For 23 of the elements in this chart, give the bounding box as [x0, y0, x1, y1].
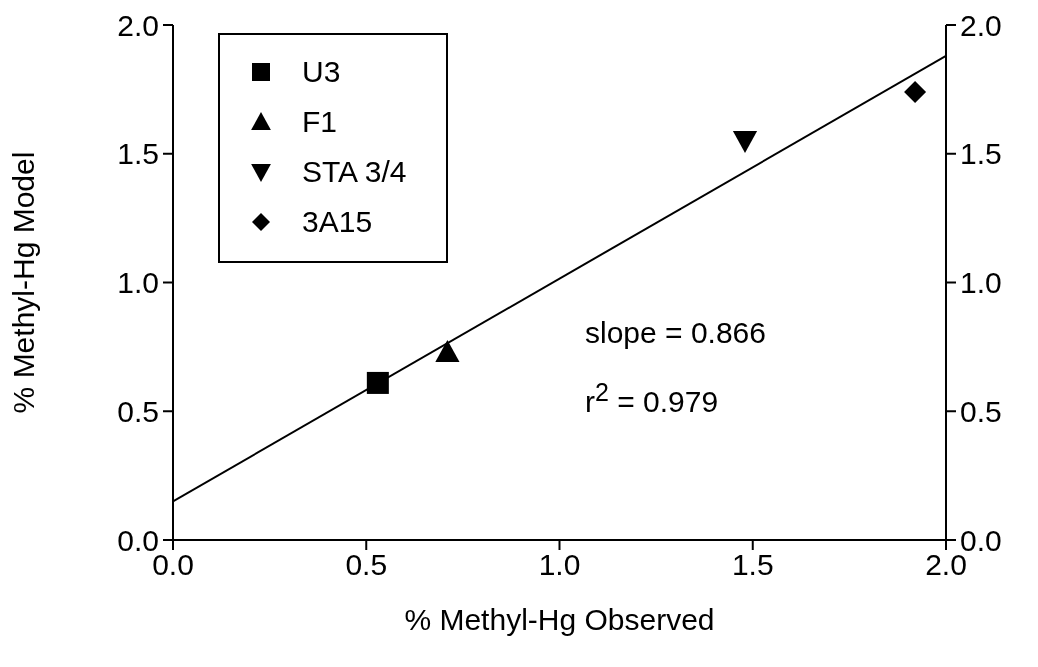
y2-tick-label: 1.0	[960, 266, 1002, 300]
y2-tick-label: 1.5	[960, 137, 1002, 171]
legend-label: U3	[302, 55, 341, 89]
y2-tick-label: 2.0	[960, 8, 1002, 42]
x-tick-label: 0.5	[345, 548, 388, 582]
annotation: slope = 0.866	[585, 316, 766, 350]
y-axis-title: % Methyl-Hg Model	[6, 151, 40, 414]
point	[435, 339, 460, 362]
y-tick-label: 1.5	[117, 137, 159, 171]
annotation: r$^{2}$ = 0.979	[585, 378, 719, 419]
x-tick-label: 1.5	[731, 548, 774, 582]
y-tick-label: 2.0	[117, 8, 159, 42]
y-tick-label: 1.0	[117, 266, 159, 300]
x-tick-label: 1.0	[538, 548, 581, 582]
y-tick-label: 0.5	[117, 394, 159, 428]
legend-label: F1	[302, 105, 338, 139]
point	[732, 130, 758, 153]
legend-label: STA 3/4	[302, 155, 407, 189]
x-axis-title: % Methyl-Hg Observed	[404, 603, 715, 636]
point	[366, 371, 389, 394]
legend-label: 3A15	[302, 205, 373, 239]
y2-tick-label: 0.5	[960, 394, 1002, 428]
point	[904, 80, 927, 103]
